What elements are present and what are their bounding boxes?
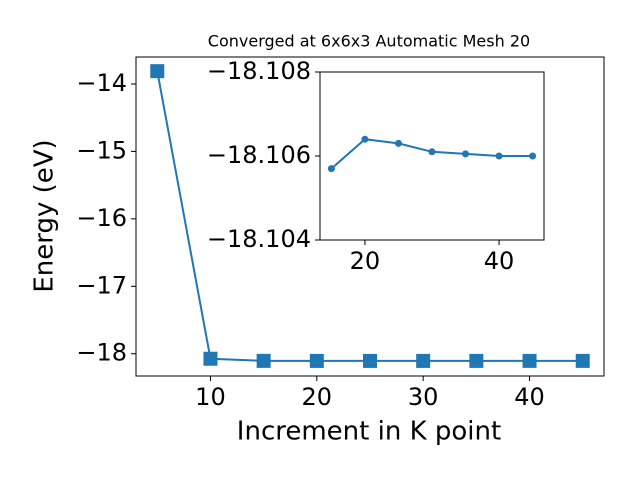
point [416, 353, 431, 368]
point [256, 353, 271, 368]
x-tick-label: 20 [302, 383, 333, 411]
point [495, 152, 503, 160]
y-tick-label: −17 [76, 271, 127, 299]
point [203, 351, 218, 366]
y-tick-label: −14 [76, 69, 127, 97]
y-axis-label: Energy (eV) [30, 139, 60, 292]
point [462, 150, 470, 158]
y-tick-label: −18 [76, 339, 127, 367]
point [361, 135, 369, 143]
point [394, 139, 402, 147]
point [529, 152, 537, 160]
point [575, 353, 590, 368]
point [428, 148, 436, 156]
point [363, 353, 377, 368]
y-tick-label: −15 [76, 136, 127, 164]
point [327, 165, 335, 173]
y-tick-label: −16 [76, 204, 127, 232]
point [309, 353, 324, 368]
x-tick-label: 30 [408, 383, 439, 411]
y-tick-label: −18.106 [207, 141, 311, 169]
y-tick-label: −18.108 [207, 57, 311, 85]
x-tick-label: 40 [484, 247, 515, 275]
x-tick-label: 20 [350, 247, 381, 275]
chart-title: Converged at 6x6x3 Automatic Mesh 20 [208, 32, 530, 51]
y-tick-label: −18.104 [207, 225, 311, 253]
point [150, 64, 165, 79]
point [522, 353, 537, 368]
x-axis-label: Increment in K point [237, 417, 501, 447]
x-tick-label: 10 [195, 383, 226, 411]
point [469, 353, 484, 368]
x-tick-label: 40 [514, 383, 545, 411]
